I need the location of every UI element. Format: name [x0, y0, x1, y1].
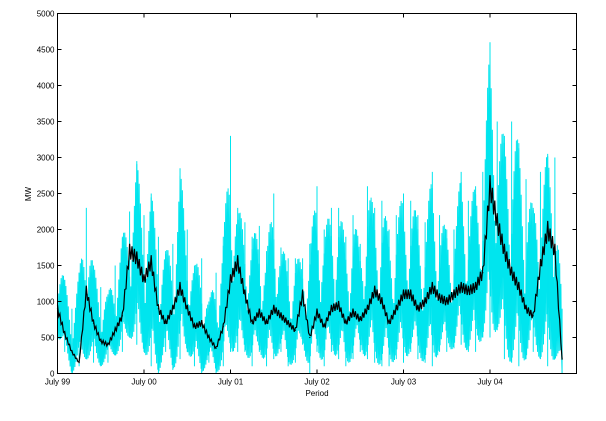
- series-smoothed-point: [467, 290, 469, 292]
- series-smoothed-point: [251, 322, 253, 324]
- series-smoothed-point: [518, 286, 520, 288]
- series-smoothed-point: [532, 315, 534, 317]
- series-smoothed-point: [402, 293, 405, 295]
- series-smoothed-point: [395, 308, 397, 310]
- x-tick-label: July 99: [45, 378, 71, 387]
- series-smoothed-point: [208, 336, 210, 339]
- series-smoothed-point: [345, 322, 347, 324]
- series-smoothed-point: [410, 293, 412, 295]
- series-smoothed-point: [294, 329, 296, 331]
- series-smoothed-point: [460, 286, 462, 288]
- series-smoothed-point: [511, 272, 513, 274]
- series-smoothed-point: [85, 290, 87, 292]
- series-smoothed-point: [201, 322, 203, 324]
- series-smoothed-point: [273, 308, 275, 310]
- y-tick-label: 1500: [37, 262, 55, 271]
- series-smoothed-point: [316, 311, 318, 313]
- y-tick-label: 4500: [37, 46, 55, 55]
- y-tick-label: 2500: [37, 190, 55, 199]
- series-smoothed-point: [323, 326, 325, 328]
- series-smoothed-point: [453, 293, 455, 295]
- series-smoothed-point: [482, 272, 484, 274]
- y-tick-label: 500: [41, 334, 55, 343]
- y-axis: 0 500 1000 1500 2000 2500 3000 3500 4000 4500 5000: [37, 10, 577, 379]
- series-smoothed-point: [547, 228, 549, 231]
- series-smoothed-point: [237, 261, 239, 263]
- series-smoothed-point: [193, 326, 196, 328]
- series-smoothed-point: [287, 322, 289, 324]
- x-axis: July 99 July 00 July 01 July 02 July 03 July …: [45, 13, 503, 387]
- y-tick-label: 3000: [37, 154, 55, 163]
- series-smoothed-point: [359, 318, 361, 321]
- series-smoothed-point: [417, 308, 419, 310]
- series-smoothed-point: [215, 347, 217, 349]
- series-layer: [56, 42, 563, 374]
- series-smoothed-point: [186, 308, 188, 310]
- series-smoothed-point: [539, 264, 542, 267]
- y-tick-label: 0: [50, 370, 55, 379]
- series-smoothed-point: [438, 297, 441, 299]
- y-tick-label: 5000: [37, 10, 55, 19]
- series-smoothed-point: [381, 300, 383, 303]
- series-smoothed-point: [338, 304, 340, 306]
- series-smoothed-point: [474, 286, 477, 288]
- series-smoothed-point: [525, 308, 527, 310]
- series-smoothed-point: [179, 286, 181, 288]
- y-tick-label: 4000: [37, 82, 55, 91]
- series-smoothed-point: [64, 333, 66, 335]
- series-smoothed-point: [244, 293, 246, 295]
- series-smoothed-point: [150, 261, 152, 263]
- series-smoothed-point: [554, 250, 556, 252]
- series-smoothed-point: [374, 290, 376, 292]
- series-smoothed-point: [92, 322, 95, 324]
- series-smoothed-line: [56, 175, 563, 363]
- series-smoothed-point: [496, 221, 498, 223]
- series-smoothed-point: [143, 279, 145, 281]
- series-smoothed-point: [229, 279, 232, 281]
- series-smoothed-point: [121, 315, 123, 317]
- series-smoothed-point: [561, 358, 563, 360]
- y-tick-label: 2000: [37, 226, 55, 235]
- x-tick-label: July 03: [391, 378, 417, 387]
- series-smoothed-point: [128, 250, 131, 252]
- series-smoothed-point: [78, 362, 80, 364]
- series-smoothed-point: [136, 257, 138, 259]
- series-smoothed-point: [222, 326, 224, 328]
- series-smoothed-point: [330, 308, 333, 310]
- x-tick-label: July 00: [131, 378, 157, 387]
- series-smoothed-point: [309, 336, 311, 339]
- x-tick-label: July 04: [477, 378, 503, 387]
- series-smoothed-point: [301, 293, 304, 295]
- series-smoothed-point: [366, 308, 369, 310]
- y-tick-label: 1000: [37, 298, 55, 307]
- series-smoothed-point: [165, 322, 167, 324]
- series-smoothed-point: [280, 315, 282, 317]
- series-smoothed-point: [107, 344, 109, 346]
- series-smoothed-point: [388, 322, 390, 324]
- x-tick-label: July 02: [304, 378, 330, 387]
- x-axis-title: Period: [305, 389, 328, 398]
- series-smoothed-point: [446, 300, 448, 303]
- series-smoothed-point: [424, 300, 426, 303]
- series-smoothed-point: [431, 286, 433, 288]
- series-smoothed-point: [258, 311, 260, 313]
- series-smoothed-point: [157, 308, 160, 310]
- series-smoothed-point: [100, 340, 102, 342]
- x-tick-label: July 01: [218, 378, 244, 387]
- series-smoothed-point: [172, 308, 174, 310]
- series-smoothed-point: [265, 322, 268, 324]
- series-smoothed-point: [352, 311, 354, 313]
- y-axis-title: MW: [24, 186, 33, 201]
- series-smoothed-point: [489, 185, 491, 187]
- y-tick-label: 3500: [37, 118, 55, 127]
- series-smoothed-point: [71, 351, 73, 353]
- series-smoothed-point: [114, 329, 116, 331]
- series-smoothed-point: [503, 250, 506, 252]
